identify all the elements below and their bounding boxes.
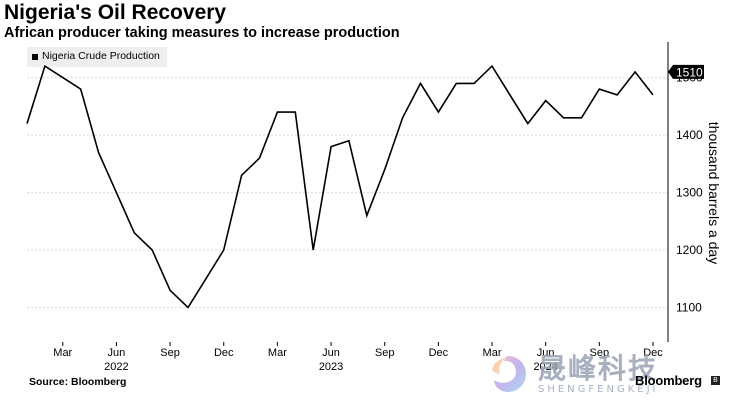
chart-subtitle: African producer taking measures to incr… bbox=[4, 25, 400, 41]
x-tick-label: Mar bbox=[53, 347, 72, 359]
chart-title: Nigeria's Oil Recovery bbox=[4, 1, 227, 24]
x-tick-label: Dec bbox=[429, 347, 449, 359]
x-tick-label: Dec bbox=[214, 347, 234, 359]
y-axis-label: thousand barrels a day bbox=[706, 121, 722, 265]
x-tick-label: Dec bbox=[643, 347, 663, 359]
chart-legend: Nigeria Crude Production bbox=[27, 47, 167, 67]
last-value-label: 1510 bbox=[676, 65, 703, 79]
y-tick-label: 1400 bbox=[676, 128, 703, 142]
x-year-label: 2023 bbox=[319, 361, 343, 373]
x-tick-label: Jun bbox=[322, 347, 340, 359]
x-tick-label: Mar bbox=[268, 347, 287, 359]
x-tick-label: Sep bbox=[375, 347, 395, 359]
x-tick-label: Jun bbox=[108, 347, 126, 359]
x-tick-label: Sep bbox=[160, 347, 180, 359]
y-tick-label: 1300 bbox=[676, 186, 703, 200]
x-tick-label: Jun bbox=[537, 347, 555, 359]
x-tick-label: Sep bbox=[590, 347, 610, 359]
x-year-label: 2024 bbox=[533, 361, 557, 373]
source-note: Source: Bloomberg bbox=[29, 376, 127, 388]
y-tick-label: 1100 bbox=[676, 301, 702, 315]
legend-swatch bbox=[32, 53, 38, 60]
x-year-label: 2022 bbox=[104, 361, 128, 373]
y-tick-label: 1200 bbox=[676, 243, 703, 257]
watermark-cn: 晟峰科技 bbox=[538, 351, 659, 385]
x-tick-label: Mar bbox=[483, 347, 502, 359]
legend-label: Nigeria Crude Production bbox=[42, 50, 160, 62]
watermark-logo-icon bbox=[492, 356, 526, 392]
watermark: 晟峰科技 SHENGFENGKEJI bbox=[486, 352, 659, 396]
watermark-en: SHENGFENGKEJI bbox=[538, 383, 659, 395]
bloomberg-logo: Bloomberg bbox=[635, 373, 702, 388]
series-line-nigeria-crude-production bbox=[26, 64, 654, 309]
last-value-badge bbox=[668, 64, 704, 79]
bloomberg-mark-icon: B bbox=[711, 376, 720, 385]
